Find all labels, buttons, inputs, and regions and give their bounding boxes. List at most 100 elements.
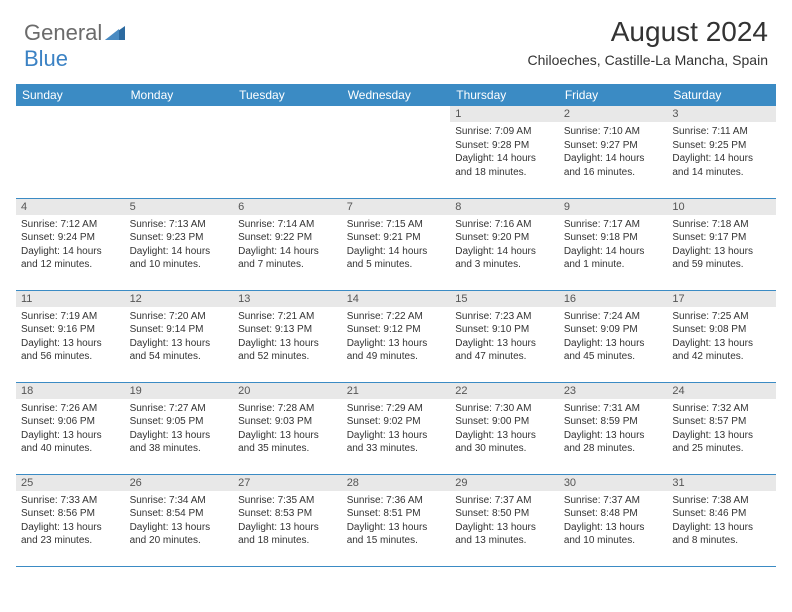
day-number: 23 <box>559 383 668 399</box>
sunset-text: Sunset: 8:57 PM <box>672 415 771 429</box>
sunrise-text: Sunrise: 7:30 AM <box>455 402 554 416</box>
day-detail: Sunrise: 7:25 AMSunset: 9:08 PMDaylight:… <box>667 307 776 369</box>
sunrise-text: Sunrise: 7:11 AM <box>672 125 771 139</box>
day-detail: Sunrise: 7:22 AMSunset: 9:12 PMDaylight:… <box>342 307 451 369</box>
sunrise-text: Sunrise: 7:38 AM <box>672 494 771 508</box>
calendar-cell: 25Sunrise: 7:33 AMSunset: 8:56 PMDayligh… <box>16 474 125 566</box>
day-number: 7 <box>342 199 451 215</box>
sunset-text: Sunset: 9:28 PM <box>455 139 554 153</box>
daylight-text: Daylight: 13 hours and 23 minutes. <box>21 521 120 548</box>
day-number: 10 <box>667 199 776 215</box>
day-detail: Sunrise: 7:29 AMSunset: 9:02 PMDaylight:… <box>342 399 451 461</box>
daylight-text: Daylight: 13 hours and 10 minutes. <box>564 521 663 548</box>
calendar-cell <box>233 106 342 198</box>
sunrise-text: Sunrise: 7:34 AM <box>130 494 229 508</box>
sunset-text: Sunset: 8:59 PM <box>564 415 663 429</box>
calendar-cell: 22Sunrise: 7:30 AMSunset: 9:00 PMDayligh… <box>450 382 559 474</box>
daylight-text: Daylight: 14 hours and 10 minutes. <box>130 245 229 272</box>
sunset-text: Sunset: 9:08 PM <box>672 323 771 337</box>
day-number: 31 <box>667 475 776 491</box>
sunrise-text: Sunrise: 7:27 AM <box>130 402 229 416</box>
sunset-text: Sunset: 9:10 PM <box>455 323 554 337</box>
calendar-cell: 4Sunrise: 7:12 AMSunset: 9:24 PMDaylight… <box>16 198 125 290</box>
calendar-cell: 26Sunrise: 7:34 AMSunset: 8:54 PMDayligh… <box>125 474 234 566</box>
sunrise-text: Sunrise: 7:33 AM <box>21 494 120 508</box>
daylight-text: Daylight: 13 hours and 25 minutes. <box>672 429 771 456</box>
daylight-text: Daylight: 13 hours and 20 minutes. <box>130 521 229 548</box>
logo-text-general: General <box>24 20 102 45</box>
day-number: 22 <box>450 383 559 399</box>
sunset-text: Sunset: 9:12 PM <box>347 323 446 337</box>
calendar-cell: 17Sunrise: 7:25 AMSunset: 9:08 PMDayligh… <box>667 290 776 382</box>
day-detail: Sunrise: 7:32 AMSunset: 8:57 PMDaylight:… <box>667 399 776 461</box>
daylight-text: Daylight: 14 hours and 3 minutes. <box>455 245 554 272</box>
daylight-text: Daylight: 13 hours and 35 minutes. <box>238 429 337 456</box>
day-detail: Sunrise: 7:19 AMSunset: 9:16 PMDaylight:… <box>16 307 125 369</box>
day-number: 27 <box>233 475 342 491</box>
sunrise-text: Sunrise: 7:13 AM <box>130 218 229 232</box>
day-number: 25 <box>16 475 125 491</box>
logo-triangle-icon <box>105 20 125 46</box>
day-number: 11 <box>16 291 125 307</box>
daylight-text: Daylight: 13 hours and 15 minutes. <box>347 521 446 548</box>
day-detail: Sunrise: 7:12 AMSunset: 9:24 PMDaylight:… <box>16 215 125 277</box>
sunrise-text: Sunrise: 7:23 AM <box>455 310 554 324</box>
daylight-text: Daylight: 13 hours and 56 minutes. <box>21 337 120 364</box>
daylight-text: Daylight: 13 hours and 42 minutes. <box>672 337 771 364</box>
calendar-body: 1Sunrise: 7:09 AMSunset: 9:28 PMDaylight… <box>16 106 776 566</box>
day-number: 18 <box>16 383 125 399</box>
day-header-monday: Monday <box>125 84 234 106</box>
day-detail: Sunrise: 7:14 AMSunset: 9:22 PMDaylight:… <box>233 215 342 277</box>
day-detail: Sunrise: 7:37 AMSunset: 8:48 PMDaylight:… <box>559 491 668 553</box>
sunset-text: Sunset: 9:20 PM <box>455 231 554 245</box>
day-detail: Sunrise: 7:35 AMSunset: 8:53 PMDaylight:… <box>233 491 342 553</box>
daylight-text: Daylight: 14 hours and 18 minutes. <box>455 152 554 179</box>
calendar-cell: 9Sunrise: 7:17 AMSunset: 9:18 PMDaylight… <box>559 198 668 290</box>
title-block: August 2024 Chiloeches, Castille-La Manc… <box>528 16 768 68</box>
sunrise-text: Sunrise: 7:14 AM <box>238 218 337 232</box>
day-number: 15 <box>450 291 559 307</box>
calendar-cell: 5Sunrise: 7:13 AMSunset: 9:23 PMDaylight… <box>125 198 234 290</box>
sunset-text: Sunset: 8:50 PM <box>455 507 554 521</box>
daylight-text: Daylight: 14 hours and 7 minutes. <box>238 245 337 272</box>
calendar-cell: 15Sunrise: 7:23 AMSunset: 9:10 PMDayligh… <box>450 290 559 382</box>
calendar-cell: 31Sunrise: 7:38 AMSunset: 8:46 PMDayligh… <box>667 474 776 566</box>
calendar-cell: 30Sunrise: 7:37 AMSunset: 8:48 PMDayligh… <box>559 474 668 566</box>
daylight-text: Daylight: 13 hours and 40 minutes. <box>21 429 120 456</box>
calendar-cell <box>342 106 451 198</box>
sunset-text: Sunset: 9:22 PM <box>238 231 337 245</box>
sunrise-text: Sunrise: 7:19 AM <box>21 310 120 324</box>
day-detail: Sunrise: 7:17 AMSunset: 9:18 PMDaylight:… <box>559 215 668 277</box>
day-number: 16 <box>559 291 668 307</box>
daylight-text: Daylight: 13 hours and 54 minutes. <box>130 337 229 364</box>
day-detail: Sunrise: 7:10 AMSunset: 9:27 PMDaylight:… <box>559 122 668 184</box>
sunrise-text: Sunrise: 7:20 AM <box>130 310 229 324</box>
sunrise-text: Sunrise: 7:09 AM <box>455 125 554 139</box>
sunset-text: Sunset: 9:24 PM <box>21 231 120 245</box>
daylight-text: Daylight: 13 hours and 45 minutes. <box>564 337 663 364</box>
day-number: 6 <box>233 199 342 215</box>
calendar-cell: 18Sunrise: 7:26 AMSunset: 9:06 PMDayligh… <box>16 382 125 474</box>
day-header-thursday: Thursday <box>450 84 559 106</box>
day-number: 1 <box>450 106 559 122</box>
sunrise-text: Sunrise: 7:31 AM <box>564 402 663 416</box>
day-number: 30 <box>559 475 668 491</box>
sunset-text: Sunset: 9:00 PM <box>455 415 554 429</box>
calendar-cell: 13Sunrise: 7:21 AMSunset: 9:13 PMDayligh… <box>233 290 342 382</box>
week-row: 25Sunrise: 7:33 AMSunset: 8:56 PMDayligh… <box>16 474 776 566</box>
calendar-cell: 6Sunrise: 7:14 AMSunset: 9:22 PMDaylight… <box>233 198 342 290</box>
day-number: 2 <box>559 106 668 122</box>
day-detail: Sunrise: 7:09 AMSunset: 9:28 PMDaylight:… <box>450 122 559 184</box>
day-number: 8 <box>450 199 559 215</box>
calendar-cell: 27Sunrise: 7:35 AMSunset: 8:53 PMDayligh… <box>233 474 342 566</box>
week-row: 4Sunrise: 7:12 AMSunset: 9:24 PMDaylight… <box>16 198 776 290</box>
sunrise-text: Sunrise: 7:17 AM <box>564 218 663 232</box>
calendar-cell: 16Sunrise: 7:24 AMSunset: 9:09 PMDayligh… <box>559 290 668 382</box>
sunset-text: Sunset: 9:14 PM <box>130 323 229 337</box>
logo-text-blue: Blue <box>24 46 68 71</box>
day-number: 13 <box>233 291 342 307</box>
week-row: 18Sunrise: 7:26 AMSunset: 9:06 PMDayligh… <box>16 382 776 474</box>
day-detail: Sunrise: 7:21 AMSunset: 9:13 PMDaylight:… <box>233 307 342 369</box>
daylight-text: Daylight: 14 hours and 5 minutes. <box>347 245 446 272</box>
day-detail: Sunrise: 7:37 AMSunset: 8:50 PMDaylight:… <box>450 491 559 553</box>
